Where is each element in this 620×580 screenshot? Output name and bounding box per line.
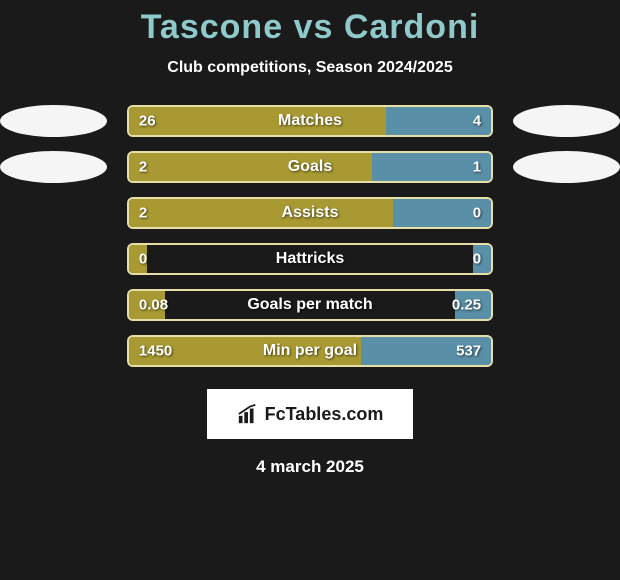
date-label: 4 march 2025 [0,457,620,477]
badge-placeholder [513,289,620,321]
stat-row: 0 0 Hattricks [0,243,620,275]
stat-label: Goals per match [247,296,372,314]
watermark-text: FcTables.com [265,404,384,425]
stat-bar-left [129,153,372,181]
comparison-card: Tascone vs Cardoni Club competitions, Se… [0,0,620,580]
bar-chart-icon [237,403,259,425]
stat-value-left: 0.08 [139,297,168,314]
team-badge-right [513,151,620,183]
stat-value-right: 1 [473,159,481,176]
subtitle: Club competitions, Season 2024/2025 [0,59,620,77]
stat-value-right: 537 [456,343,481,360]
badge-placeholder [0,289,107,321]
stat-bar: 2 0 Assists [127,197,493,229]
badge-placeholder [0,197,107,229]
stat-label: Matches [278,112,342,130]
stat-value-right: 0.25 [452,297,481,314]
stat-value-left: 0 [139,251,147,268]
stat-value-right: 4 [473,113,481,130]
stat-row: 26 4 Matches [0,105,620,137]
badge-placeholder [0,335,107,367]
badge-placeholder [0,243,107,275]
stat-bar: 1450 537 Min per goal [127,335,493,367]
stat-value-left: 2 [139,205,147,222]
player-left-name: Tascone [141,8,283,46]
stat-bar: 26 4 Matches [127,105,493,137]
stat-value-left: 26 [139,113,156,130]
stat-bar: 0 0 Hattricks [127,243,493,275]
team-badge-left [0,151,107,183]
badge-placeholder [513,335,620,367]
stat-bar-left [129,199,393,227]
stat-row: 2 1 Goals [0,151,620,183]
team-badge-left [0,105,107,137]
stat-row: 0.08 0.25 Goals per match [0,289,620,321]
page-title: Tascone vs Cardoni [0,8,620,47]
stat-bar: 2 1 Goals [127,151,493,183]
title-vs: vs [294,8,334,46]
team-badge-right [513,105,620,137]
badge-placeholder [513,197,620,229]
player-right-name: Cardoni [344,8,479,46]
stat-row: 2 0 Assists [0,197,620,229]
stat-label: Min per goal [263,342,357,360]
stat-bar: 0.08 0.25 Goals per match [127,289,493,321]
watermark: FcTables.com [207,389,413,439]
stat-bar-left [129,107,386,135]
stat-value-right: 0 [473,205,481,222]
stat-label: Hattricks [276,250,344,268]
stat-row: 1450 537 Min per goal [0,335,620,367]
stat-label: Assists [282,204,339,222]
stats-rows: 26 4 Matches 2 1 Goals 2 0 Assists 0 0 Hattricks 0.0… [0,105,620,367]
stat-value-left: 2 [139,159,147,176]
stat-value-left: 1450 [139,343,172,360]
stat-label: Goals [288,158,332,176]
badge-placeholder [513,243,620,275]
stat-value-right: 0 [473,251,481,268]
